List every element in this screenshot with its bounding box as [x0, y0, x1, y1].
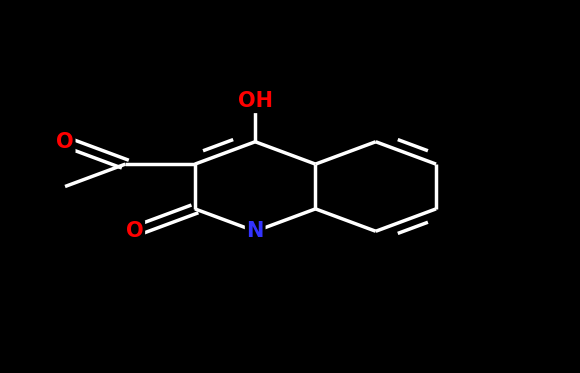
- Text: N: N: [246, 221, 264, 241]
- Text: O: O: [56, 132, 74, 152]
- Text: OH: OH: [238, 91, 273, 112]
- Text: O: O: [126, 221, 143, 241]
